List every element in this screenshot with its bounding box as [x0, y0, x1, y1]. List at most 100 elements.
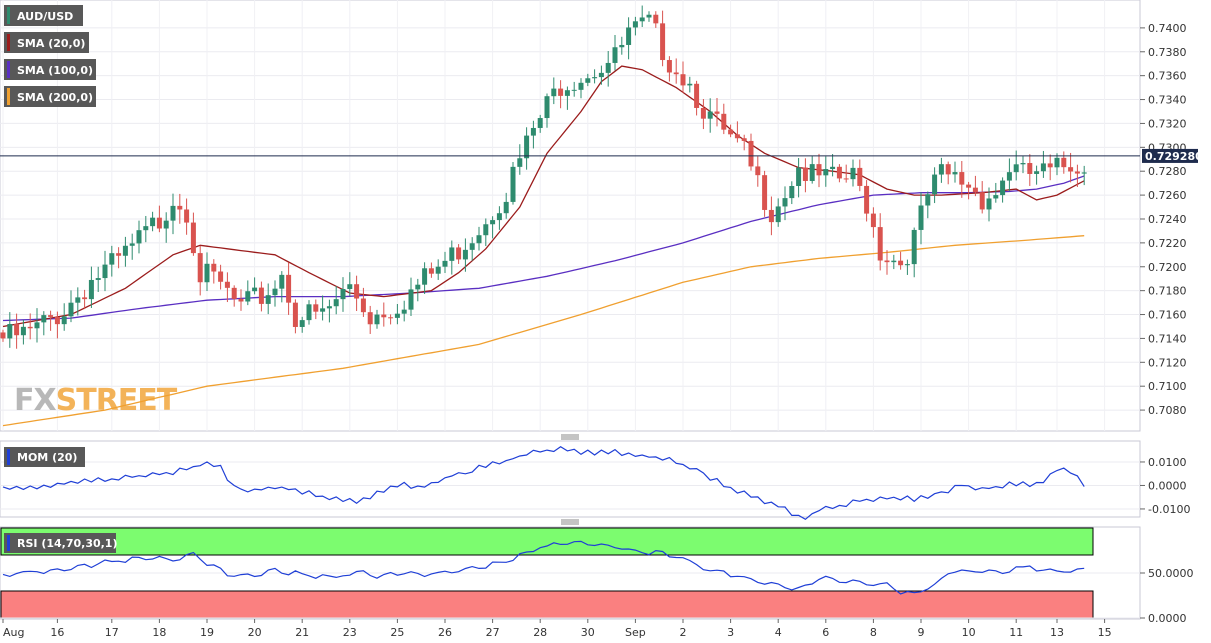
- mom-tick-label: -0.0100: [1148, 503, 1190, 516]
- legend-item[interactable]: SMA (20,0): [4, 32, 89, 53]
- candle-body: [544, 96, 550, 119]
- candle-body: [986, 198, 992, 210]
- rsi-tick-label: 50.0000: [1148, 567, 1194, 580]
- candle-body: [850, 167, 856, 180]
- rsi-overbought-zone: [0, 527, 1094, 556]
- candle-body: [612, 47, 618, 63]
- candle-body: [381, 314, 387, 318]
- candle-body: [1074, 171, 1080, 174]
- candle-body: [388, 317, 394, 319]
- candle-body: [530, 127, 536, 136]
- candle-body: [292, 302, 298, 327]
- candle-body: [938, 164, 944, 175]
- candle-body: [54, 316, 60, 325]
- legend-item-label: AUD/USD: [17, 10, 73, 23]
- price-tick-label: 0.7260: [1148, 189, 1187, 202]
- x-tick-label: 21: [295, 626, 309, 639]
- legend-item-label: SMA (20,0): [17, 37, 85, 50]
- legend-item-label: SMA (200,0): [17, 91, 93, 104]
- sma200-path: [2, 235, 1085, 427]
- candle-body: [1054, 157, 1060, 168]
- candle-body: [891, 260, 897, 263]
- price-tick-label: 0.7100: [1148, 380, 1187, 393]
- legend-item[interactable]: SMA (100,0): [4, 59, 96, 80]
- candle-body: [1034, 171, 1040, 174]
- candle-body: [1040, 163, 1046, 172]
- candle-body: [102, 264, 108, 279]
- candle-body: [347, 284, 353, 290]
- sma20-line: [2, 65, 1085, 328]
- candle-body: [82, 297, 88, 300]
- candle-body: [898, 260, 904, 266]
- candle-body: [442, 260, 448, 267]
- candle-body: [476, 235, 482, 244]
- candle-body: [809, 164, 815, 181]
- last-price-value: 0.729280: [1145, 150, 1203, 163]
- x-tick-label: 15: [1098, 626, 1112, 639]
- candle-body: [660, 23, 666, 61]
- x-tick-label: 6: [822, 626, 829, 639]
- candle-body: [170, 205, 176, 221]
- candle-body: [88, 279, 94, 300]
- candle-body: [340, 289, 346, 300]
- candle-body: [116, 253, 122, 256]
- candle-body: [306, 304, 312, 321]
- candle-body: [27, 326, 33, 329]
- candle-body: [68, 302, 74, 317]
- mom-tick-label: 0.0100: [1148, 456, 1187, 469]
- candle-body: [401, 309, 407, 314]
- candle-body: [639, 17, 645, 22]
- sma20-path: [2, 65, 1085, 328]
- mom-legend: MOM (20): [4, 447, 85, 467]
- legend-item-bg: [4, 32, 89, 53]
- candle-body: [646, 14, 652, 18]
- candle-body: [993, 195, 999, 199]
- panel-splitter-2[interactable]: [560, 519, 580, 525]
- candle-body: [864, 185, 870, 214]
- rsi-tick-label: 0.0000: [1148, 612, 1187, 625]
- candle-body: [870, 213, 876, 228]
- legend-color-swatch: [7, 7, 10, 24]
- candle-body: [490, 220, 496, 225]
- candle-body: [408, 289, 414, 310]
- candle-body: [150, 217, 156, 227]
- candle-body: [245, 291, 251, 302]
- candle-body: [326, 306, 332, 309]
- candle-body: [204, 263, 210, 283]
- x-tick-label: 23: [343, 626, 357, 639]
- candle-body: [129, 243, 135, 246]
- candle-body: [966, 184, 972, 188]
- candle-body: [680, 74, 686, 86]
- candle-body: [1020, 163, 1026, 165]
- price-tick-label: 0.7320: [1148, 117, 1187, 130]
- x-tick-label: 3: [727, 626, 734, 639]
- panel-splitter-1[interactable]: [560, 434, 580, 440]
- candle-body: [762, 175, 768, 210]
- price-tick-label: 0.7120: [1148, 356, 1187, 369]
- x-tick-label: 27: [486, 626, 500, 639]
- rsi-line: [2, 540, 1085, 595]
- candle-body: [585, 78, 591, 83]
- candle-body: [911, 229, 917, 265]
- candle-body: [748, 140, 754, 167]
- legend-item[interactable]: AUD/USD: [4, 5, 83, 26]
- candle-body: [14, 324, 20, 336]
- x-tick-label: 17: [105, 626, 119, 639]
- x-tick-label: 18: [152, 626, 166, 639]
- candle-body: [20, 326, 26, 336]
- candle-body: [333, 299, 339, 307]
- candle-body: [34, 322, 40, 329]
- candle-body: [163, 220, 169, 229]
- candle-body: [673, 72, 679, 75]
- legend-item[interactable]: SMA (200,0): [4, 86, 96, 107]
- candle-body: [1027, 163, 1033, 174]
- price-tick-label: 0.7280: [1148, 165, 1187, 178]
- candle-body: [979, 192, 985, 210]
- candle-body: [925, 194, 931, 206]
- x-tick-label: 30: [581, 626, 595, 639]
- candle-body: [258, 287, 264, 304]
- price-tick-label: 0.7200: [1148, 261, 1187, 274]
- candle-body: [904, 264, 910, 266]
- candle-body: [1000, 180, 1006, 196]
